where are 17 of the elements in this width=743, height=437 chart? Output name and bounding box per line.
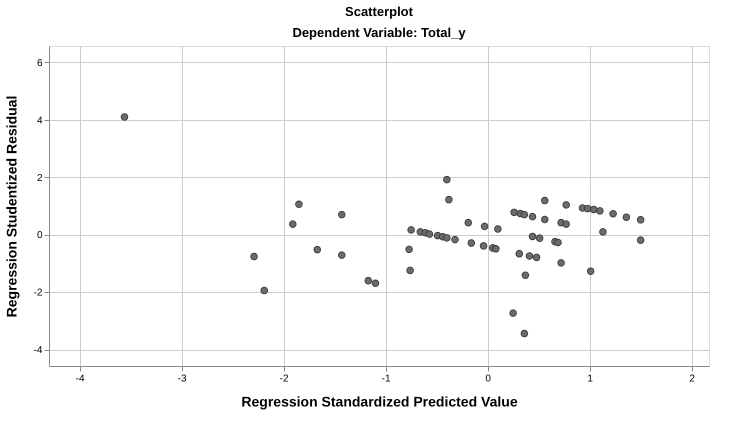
y-tick-label: 4 — [36, 115, 43, 126]
x-tick-label: 2 — [689, 374, 696, 384]
y-tick-label: 0 — [36, 230, 43, 242]
y-axis-title: Regression Studentized Residual — [4, 96, 20, 318]
x-tick-label: -1 — [382, 374, 392, 384]
y-tick-label: -4 — [34, 345, 43, 356]
x-tick-label: 1 — [587, 374, 594, 384]
chart-title: Scatterplot — [345, 4, 414, 19]
x-axis-title: Regression Standardized Predicted Value — [241, 394, 518, 410]
x-tick-label: 0 — [485, 374, 492, 384]
x-tick-label: -4 — [76, 374, 85, 384]
y-tick-label: -2 — [34, 288, 43, 299]
y-tick-label: 6 — [36, 58, 43, 69]
x-tick-label: -3 — [178, 374, 187, 384]
chart-subtitle: Dependent Variable: Total_y — [292, 25, 466, 40]
y-tick-label: 2 — [36, 172, 43, 184]
x-tick-label: -2 — [280, 374, 289, 384]
